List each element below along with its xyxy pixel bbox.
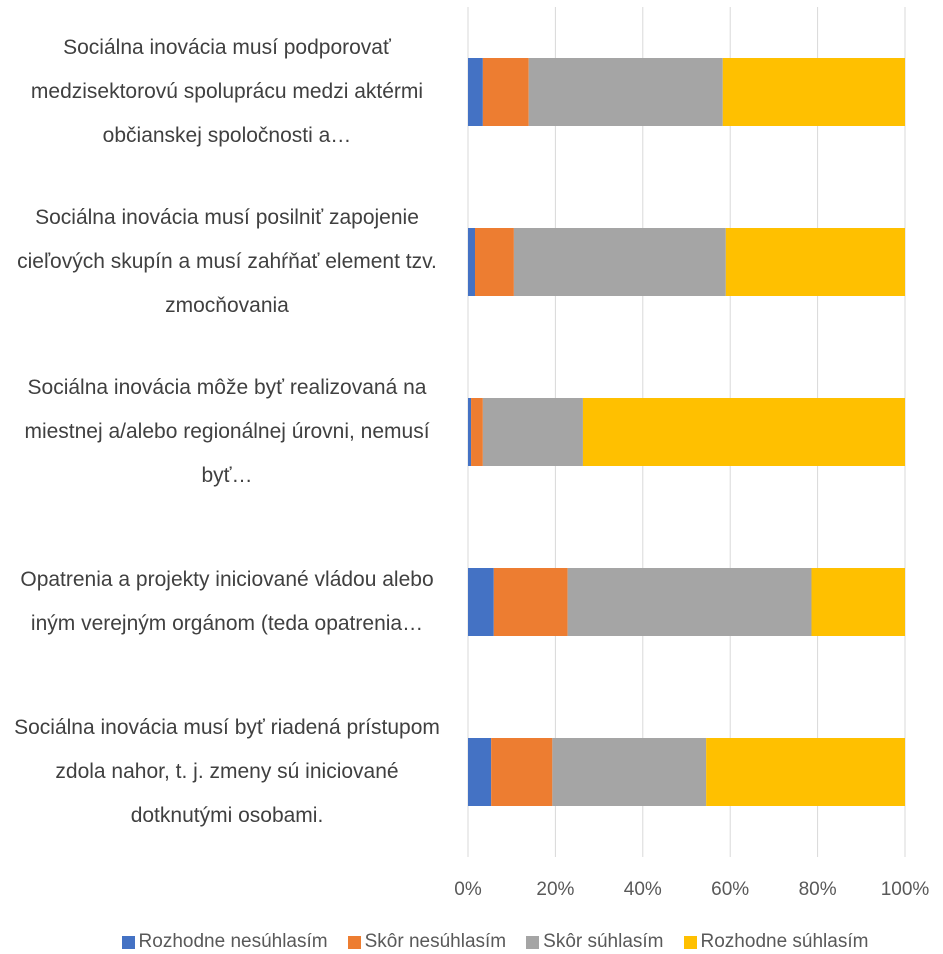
legend-swatch bbox=[347, 935, 361, 949]
x-tick-label: 100% bbox=[881, 879, 930, 900]
bar-segment bbox=[552, 738, 707, 806]
x-tick-label: 60% bbox=[711, 879, 749, 900]
bar-segment bbox=[513, 228, 726, 296]
legend-label: Skôr súhlasím bbox=[543, 931, 664, 952]
bar-segment bbox=[725, 228, 905, 296]
legend-item: Skôr súhlasím bbox=[526, 931, 664, 953]
legend: Rozhodne nesúhlasím Skôr nesúhlasím Skôr s… bbox=[60, 928, 930, 954]
bar-segment bbox=[468, 738, 492, 806]
legend-swatch bbox=[121, 935, 135, 949]
legend-label: Rozhodne nesúhlasím bbox=[138, 931, 328, 952]
legend-label: Skôr nesúhlasím bbox=[364, 931, 507, 952]
x-tick-label: 20% bbox=[536, 879, 574, 900]
bar-segment bbox=[468, 228, 475, 296]
legend-label: Rozhodne súhlasím bbox=[700, 931, 869, 952]
bar-segment bbox=[491, 738, 553, 806]
bar-segment bbox=[471, 398, 483, 466]
category-label: Sociálna inovácia musí podporovať medzis… bbox=[30, 36, 424, 147]
bar-segment bbox=[468, 58, 483, 126]
legend-swatch bbox=[526, 935, 540, 949]
x-tick-label: 0% bbox=[454, 879, 482, 900]
bar-segment bbox=[468, 398, 472, 466]
category-label: Opatrenia a projekty iniciované vládou a… bbox=[20, 568, 434, 635]
bar-segment bbox=[811, 568, 905, 636]
bar-segment bbox=[493, 568, 568, 636]
category-label: Sociálna inovácia musí byť riadená príst… bbox=[14, 716, 440, 827]
bar-segment bbox=[482, 398, 583, 466]
bar-segment bbox=[468, 568, 494, 636]
bar-segment bbox=[482, 58, 529, 126]
category-label: Sociálna inovácia môže byť realizovaná n… bbox=[24, 376, 430, 487]
legend-item: Rozhodne nesúhlasím bbox=[121, 931, 328, 953]
bar-segment bbox=[474, 228, 514, 296]
x-tick-label: 40% bbox=[624, 879, 662, 900]
bar-segment bbox=[528, 58, 723, 126]
bar-segment bbox=[722, 58, 905, 126]
legend-item: Skôr nesúhlasím bbox=[347, 931, 507, 953]
legend-item: Rozhodne súhlasím bbox=[683, 931, 869, 953]
legend-swatch bbox=[683, 935, 697, 949]
bar-segment bbox=[582, 398, 905, 466]
category-label: Sociálna inovácia musí posilniť zapojeni… bbox=[17, 206, 437, 317]
x-tick-label: 80% bbox=[799, 879, 837, 900]
bar-segment bbox=[706, 738, 905, 806]
bar-segment bbox=[567, 568, 812, 636]
